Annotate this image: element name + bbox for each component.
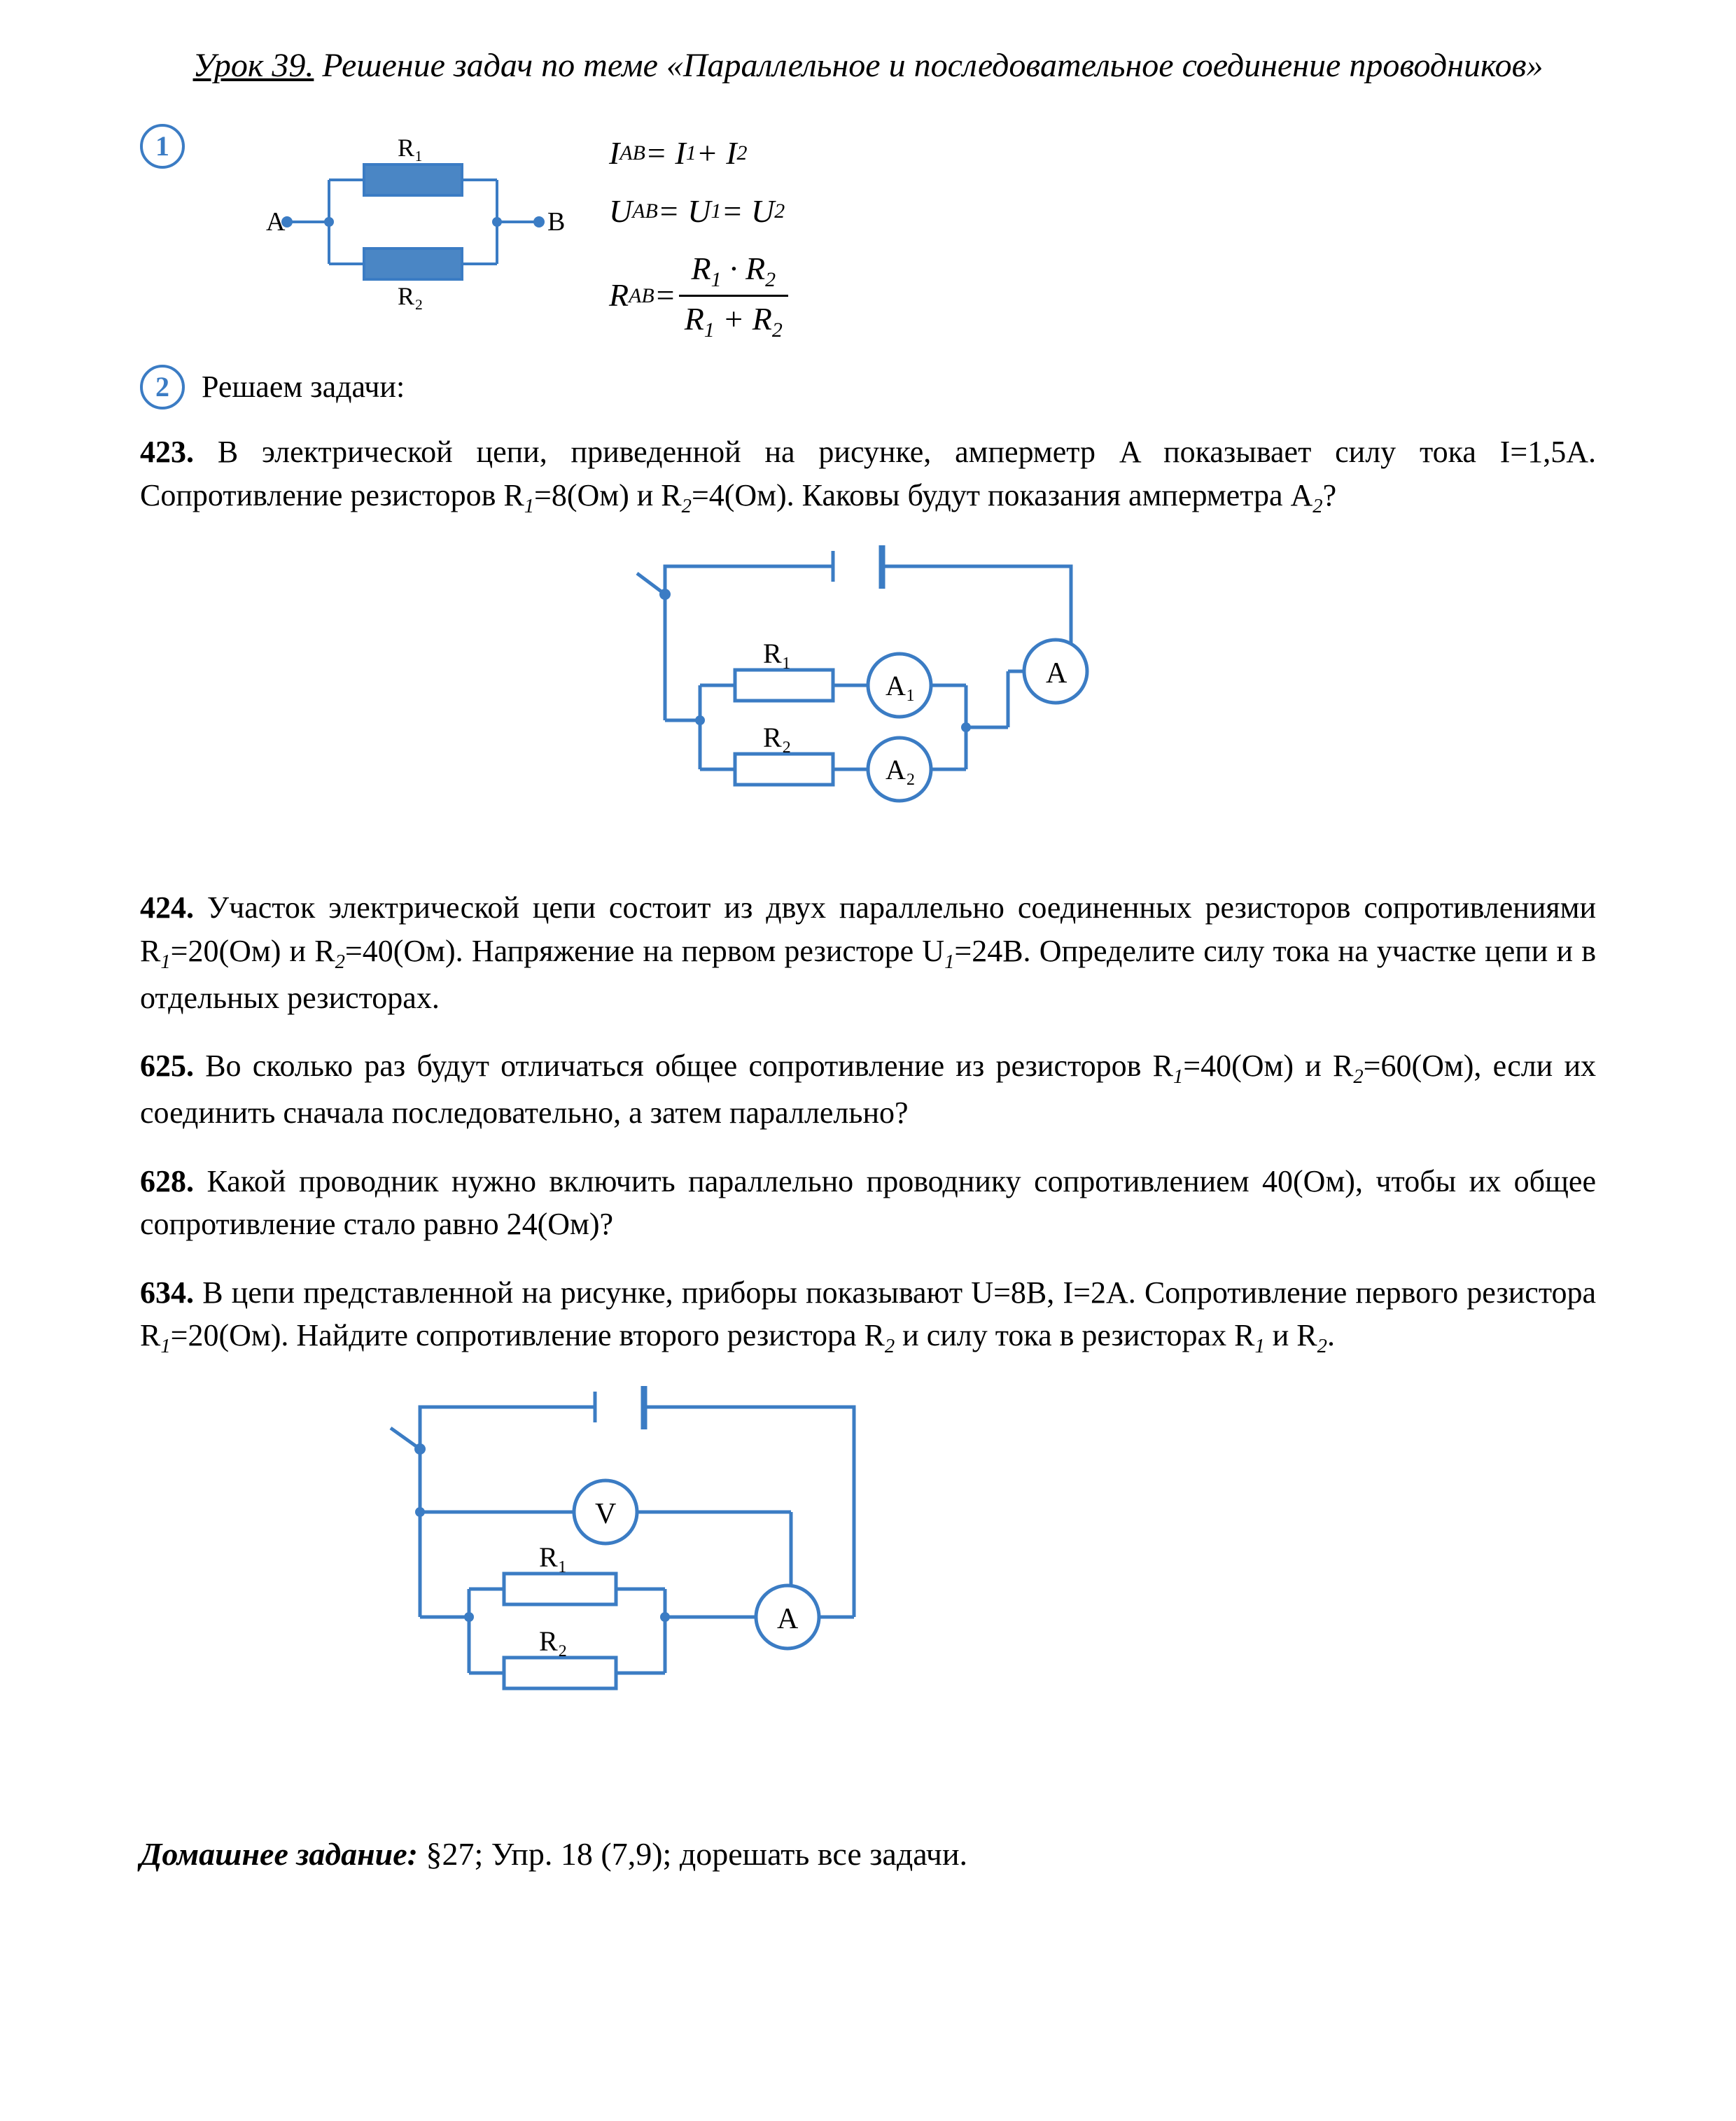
section-2-label: Решаем задачи: bbox=[202, 365, 405, 409]
formula-current: IAB = I1 + I2 bbox=[609, 131, 791, 176]
homework-label: Домашнее задание: bbox=[140, 1836, 418, 1872]
homework-text: §27; Упр. 18 (7,9); дорешать все задачи. bbox=[418, 1836, 967, 1872]
problem-424: 424. Участок электрической цепи состоит … bbox=[140, 886, 1596, 1019]
problem-634: 634. В цепи представленной на рисунке, п… bbox=[140, 1271, 1596, 1361]
svg-text:R₂: R₂ bbox=[763, 722, 792, 753]
title-text: Решение задач по теме «Параллельное и по… bbox=[314, 47, 1543, 84]
section-2-header: 2 Решаем задачи: bbox=[140, 365, 1596, 410]
problem-423: 423. В электрической цепи, приведенной н… bbox=[140, 430, 1596, 520]
formula-resistance: RAB = R1 · R2 R1 + R2 bbox=[609, 246, 791, 345]
problem-625: 625. Во сколько раз будут отличаться общ… bbox=[140, 1044, 1596, 1134]
svg-text:R₁: R₁ bbox=[398, 134, 424, 162]
page-title: Урок 39. Решение задач по теме «Параллел… bbox=[140, 42, 1596, 89]
svg-text:R₁: R₁ bbox=[763, 638, 792, 669]
svg-text:R₂: R₂ bbox=[398, 282, 424, 310]
homework: Домашнее задание: §27; Упр. 18 (7,9); до… bbox=[140, 1832, 1596, 1877]
svg-text:A: A bbox=[266, 207, 286, 237]
problem-628: 628. Какой проводник нужно включить пара… bbox=[140, 1160, 1596, 1246]
section-1-badge: 1 bbox=[140, 124, 185, 169]
problem-634-diagram: V R₁ R₂ A bbox=[140, 1386, 1596, 1790]
formulas-block: IAB = I1 + I2 UAB = U1 = U2 RAB = R1 · R… bbox=[609, 124, 791, 358]
svg-text:R₂: R₂ bbox=[539, 1625, 568, 1657]
svg-text:A₂: A₂ bbox=[886, 754, 916, 785]
section-1: 1 bbox=[140, 124, 1596, 358]
problem-423-diagram: R₁ R₂ A₁ A₂ A bbox=[140, 545, 1596, 865]
svg-text:B: B bbox=[547, 207, 565, 237]
svg-text:R₁: R₁ bbox=[539, 1541, 568, 1573]
svg-text:A: A bbox=[777, 1603, 799, 1635]
section-2-badge: 2 bbox=[140, 365, 185, 410]
parallel-circuit-diagram: A B R₁ R₂ bbox=[245, 124, 567, 325]
svg-text:A: A bbox=[1046, 657, 1068, 690]
lesson-number: Урок 39. bbox=[193, 47, 314, 84]
svg-text:A₁: A₁ bbox=[886, 670, 916, 701]
svg-text:V: V bbox=[595, 1498, 616, 1530]
formula-voltage: UAB = U1 = U2 bbox=[609, 189, 791, 234]
